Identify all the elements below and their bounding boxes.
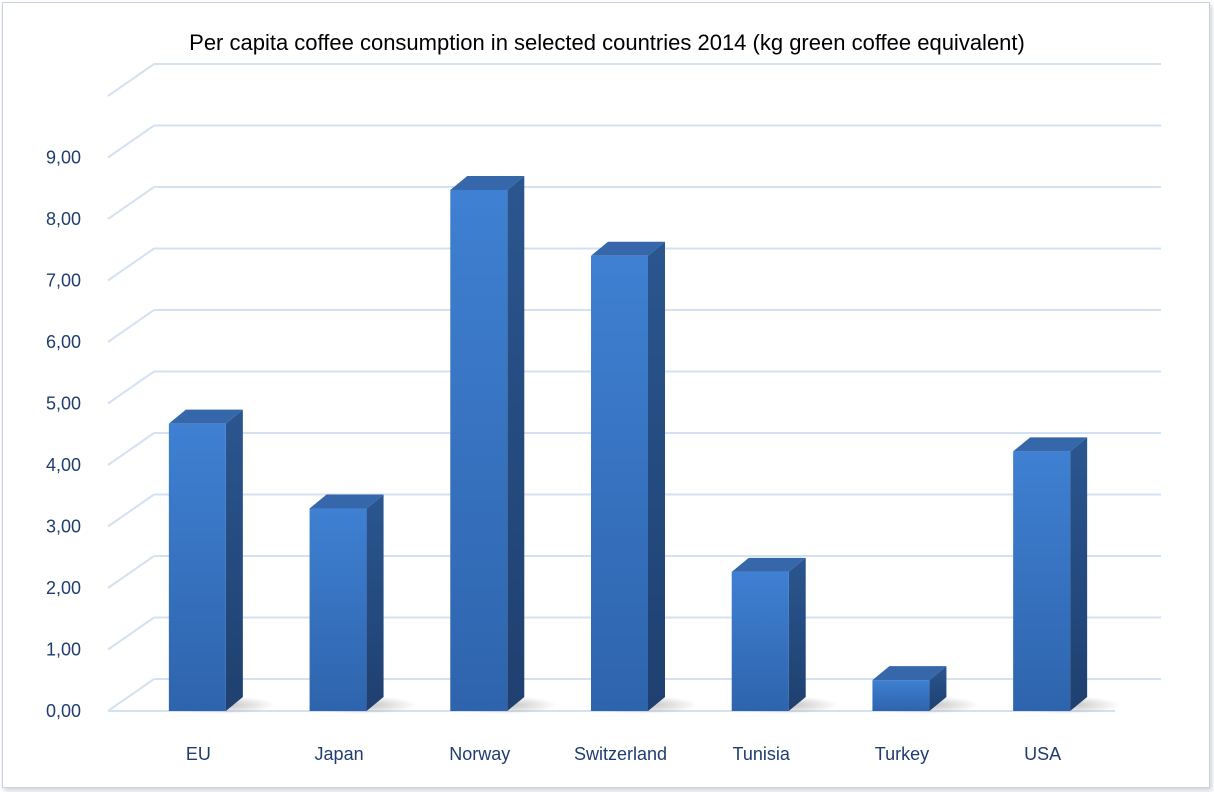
- bar-front: [872, 680, 930, 711]
- bar-side: [788, 557, 806, 711]
- bar-top: [450, 175, 525, 190]
- gridline-depth: [107, 432, 155, 466]
- gridline-depth: [107, 370, 155, 405]
- gridline-depth: [107, 63, 155, 97]
- gridline-depth: [107, 493, 155, 528]
- bar-side: [1070, 437, 1088, 711]
- gridline-depth: [107, 247, 155, 282]
- bar-japan: [307, 494, 417, 714]
- bar-eu: [167, 409, 276, 714]
- bar-top: [309, 494, 384, 509]
- bar-top: [1013, 437, 1088, 452]
- x-tick-label: Tunisia: [733, 744, 791, 764]
- y-axis-ticks: 0,00 1,00 2,00 3,00 4,00 5,00 6,00 7,00 8,00 9,00: [46, 148, 81, 722]
- y-tick-label: 4,00: [46, 455, 81, 475]
- x-axis-ticks: EU Japan Norway Switzerland Tunisia Turkey USA: [186, 744, 1061, 764]
- y-tick-label: 1,00: [46, 640, 81, 660]
- bar-top: [872, 666, 947, 681]
- x-tick-label: Japan: [315, 744, 364, 764]
- y-tick-label: 0,00: [46, 701, 81, 721]
- bar-front: [168, 423, 226, 711]
- y-tick-label: 7,00: [46, 271, 81, 291]
- bar-turkey: [870, 666, 980, 714]
- bar-tunisia: [730, 557, 839, 714]
- gridline-depth: [107, 309, 155, 343]
- x-tick-label: Switzerland: [574, 744, 667, 764]
- bars: [167, 175, 1120, 714]
- bar-side: [929, 666, 947, 711]
- x-tick-label: USA: [1024, 744, 1061, 764]
- y-tick-label: 9,00: [46, 148, 81, 168]
- gridline-depth: [107, 555, 155, 589]
- bar-top: [168, 409, 243, 424]
- bar-usa: [1011, 437, 1120, 714]
- bar-side: [366, 494, 384, 711]
- bar-switzerland: [589, 241, 698, 714]
- chart-title: Per capita coffee consumption in selecte…: [189, 30, 1025, 55]
- bar-top: [731, 557, 806, 572]
- gridline-depth: [107, 678, 155, 712]
- y-tick-label: 6,00: [46, 332, 81, 352]
- gridline-depth: [107, 124, 155, 159]
- x-tick-label: Norway: [449, 744, 510, 764]
- bar-norway: [448, 175, 557, 714]
- bar-side: [507, 175, 525, 711]
- bar-front: [309, 508, 367, 711]
- bar-top: [591, 241, 665, 256]
- bar-front: [731, 571, 789, 711]
- bar-front: [1013, 451, 1071, 711]
- bar-front: [591, 255, 648, 711]
- bar-side: [225, 409, 243, 711]
- y-tick-label: 5,00: [46, 394, 81, 414]
- gridline-depth: [107, 186, 155, 220]
- x-tick-label: EU: [186, 744, 211, 764]
- bar-side: [648, 241, 665, 711]
- gridline-depth: [107, 616, 155, 651]
- y-tick-label: 3,00: [46, 517, 81, 537]
- x-tick-label: Turkey: [875, 744, 929, 764]
- y-tick-label: 2,00: [46, 578, 81, 598]
- y-tick-label: 8,00: [46, 209, 81, 229]
- bar-front: [450, 189, 508, 711]
